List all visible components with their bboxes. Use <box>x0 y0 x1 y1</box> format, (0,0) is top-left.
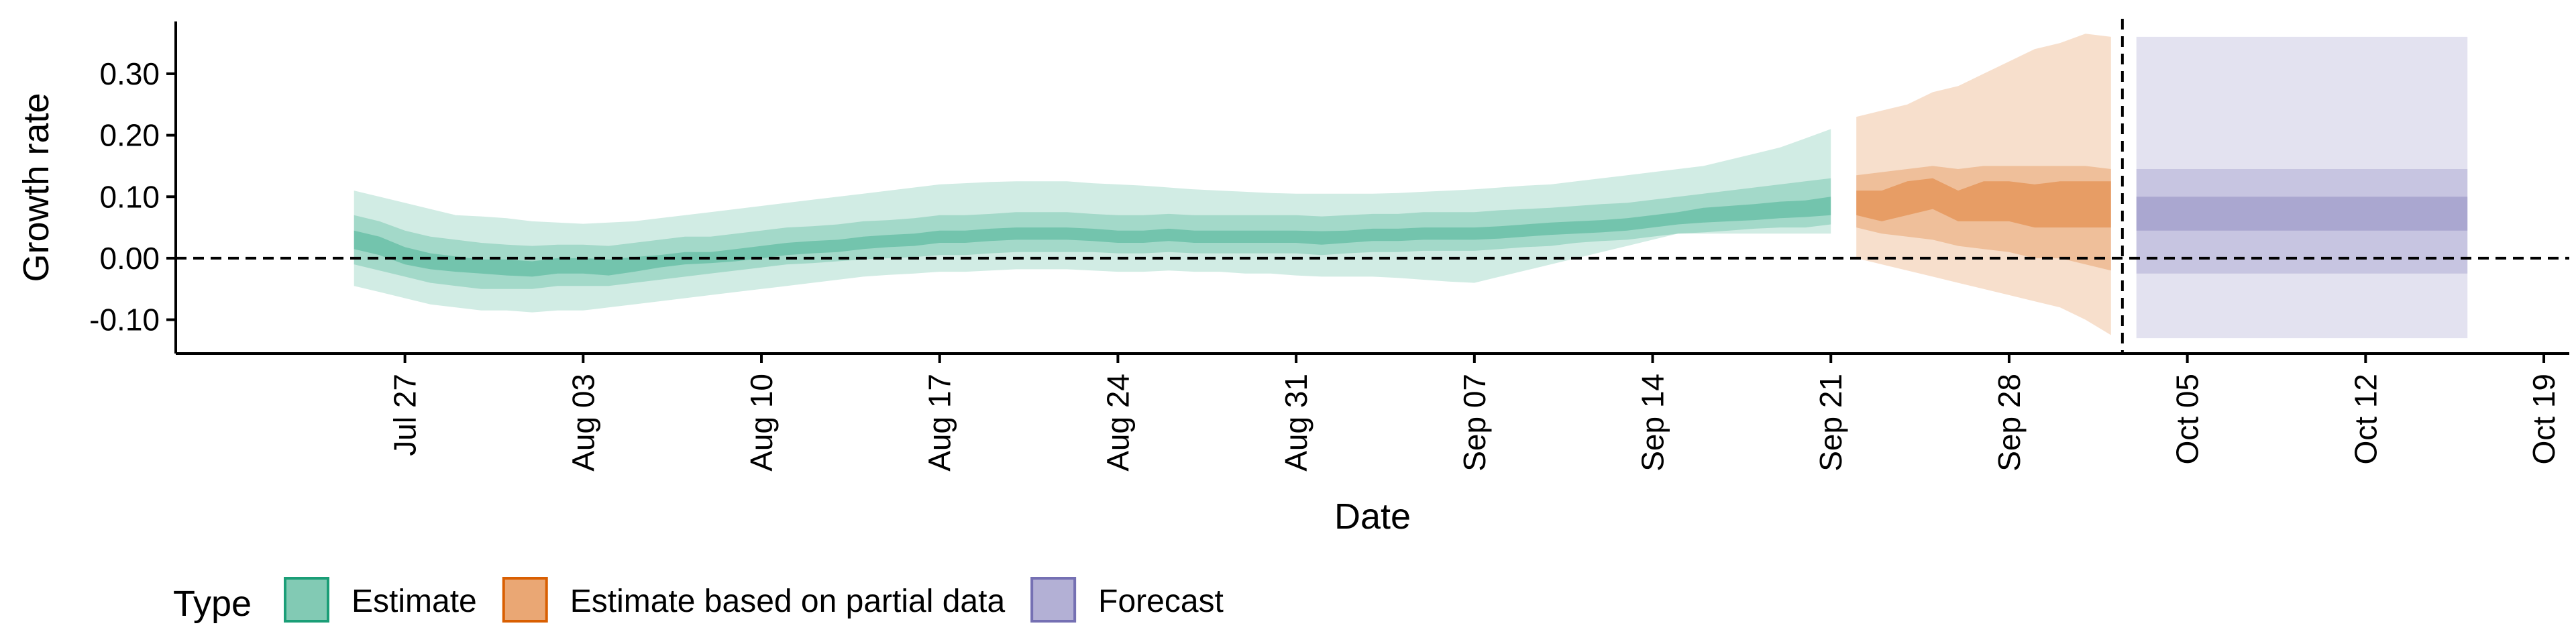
x-tick-label: Aug 31 <box>1279 374 1313 472</box>
tick-labels: -0.10 0.00 0.10 0.20 0.30 Jul 27 Aug 03 Aug 10 A… <box>89 56 2561 472</box>
axes <box>166 21 2569 363</box>
y-tick-label: 0.00 <box>99 241 160 276</box>
legend-label-estimate: Estimate <box>352 584 477 619</box>
x-tick-label: Jul 27 <box>388 374 423 456</box>
x-tick-label: Aug 17 <box>922 374 957 472</box>
legend: Type Estimate Estimate based on partial d… <box>173 577 1224 624</box>
x-axis-title: Date <box>1334 496 1411 537</box>
legend-title: Type <box>173 584 252 624</box>
forecast-band-outer <box>2136 36 2468 339</box>
x-tick-label: Sep 14 <box>1635 374 1670 472</box>
legend-swatch-estimate <box>284 577 329 623</box>
y-tick-label: -0.10 <box>89 303 160 337</box>
x-tick-label: Sep 28 <box>1992 374 2027 472</box>
legend-swatch-estimate-based-on-partial-data <box>502 577 548 623</box>
x-tick-label: Sep 07 <box>1457 374 1492 472</box>
y-tick-label: 0.30 <box>99 56 160 91</box>
y-axis-title: Growth rate <box>16 93 56 282</box>
estimate-based-on-partial-data-band-outer <box>1856 34 2111 335</box>
y-tick-label: 0.10 <box>99 179 160 214</box>
estimate-based-on-partial-data-band-90 <box>1856 166 2111 271</box>
x-tick-label: Aug 03 <box>566 374 600 472</box>
estimate-band-50 <box>354 197 1831 277</box>
forecast-band-50 <box>2136 197 2468 231</box>
x-tick-label: Oct 19 <box>2526 374 2561 465</box>
ribbon-bands <box>354 34 2468 339</box>
x-tick-label: Aug 24 <box>1100 374 1135 472</box>
reference-lines <box>176 19 2569 354</box>
x-tick-label: Aug 10 <box>744 374 779 472</box>
legend-swatch-forecast <box>1030 577 1077 623</box>
x-tick-label: Oct 05 <box>2170 374 2205 465</box>
forecast-band-90 <box>2136 169 2468 274</box>
legend-label-estimate-based-on-partial-data: Estimate based on partial data <box>570 584 1006 619</box>
estimate-band-outer <box>354 129 1831 313</box>
x-tick-label: Oct 12 <box>2348 374 2383 465</box>
legend-items: Estimate Estimate based on partial data Fo… <box>284 577 1224 623</box>
x-tick-label: Sep 21 <box>1813 374 1848 472</box>
y-tick-label: 0.20 <box>99 118 160 153</box>
legend-label-forecast: Forecast <box>1098 584 1224 619</box>
estimate-based-on-partial-data-band-50 <box>1856 178 2111 228</box>
estimate-band-90 <box>354 178 1831 289</box>
